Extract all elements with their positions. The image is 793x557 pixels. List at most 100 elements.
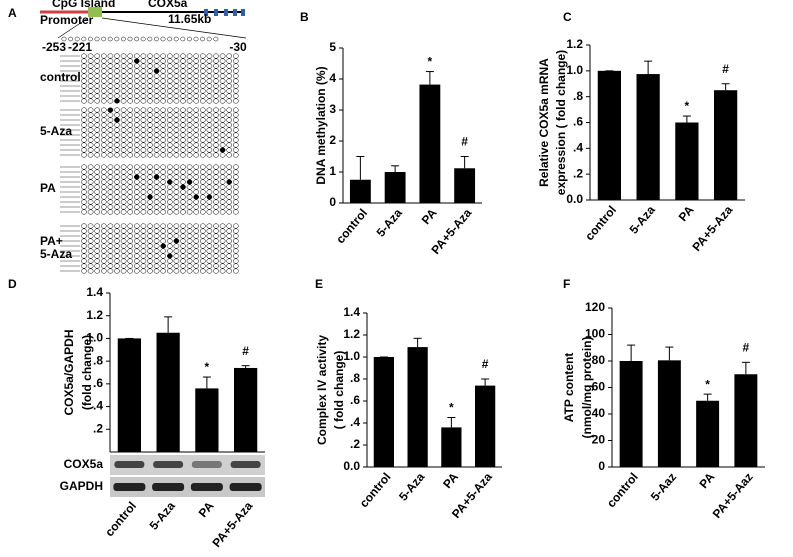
cpg-site	[226, 174, 233, 180]
cpg-site	[199, 248, 206, 254]
cpg-site	[167, 36, 173, 42]
cpg-site	[173, 268, 180, 274]
cpg-site	[213, 98, 219, 104]
cpg-site	[226, 152, 233, 158]
cpg-site	[107, 189, 114, 195]
cpg-site	[206, 253, 213, 259]
blot	[110, 477, 265, 497]
cpg-site	[120, 83, 127, 89]
cpg-site	[133, 189, 140, 195]
cpg-site	[199, 93, 206, 99]
cpg-site	[166, 88, 173, 94]
cpg-site	[120, 142, 127, 148]
cpg-site	[166, 93, 173, 99]
cpg-site	[100, 164, 107, 170]
cpg-site	[114, 204, 120, 210]
cpg-site	[87, 36, 93, 42]
cpg-site	[81, 137, 87, 143]
cpg-site	[153, 117, 160, 123]
cpg-site	[160, 53, 167, 59]
cpg-site	[226, 204, 233, 210]
cpg-site	[68, 36, 74, 42]
cpg-site	[166, 147, 173, 153]
cpg-site	[134, 36, 140, 42]
cpg-site	[173, 223, 180, 229]
bar	[675, 122, 699, 200]
cpg-site	[81, 117, 87, 123]
bar	[349, 179, 371, 203]
bar	[195, 388, 219, 452]
cpg-site	[173, 152, 180, 158]
cpg-site	[206, 93, 213, 99]
cpg-site	[199, 73, 206, 79]
cpg-site	[219, 258, 226, 264]
cpg-site	[87, 98, 94, 104]
cpg-site	[87, 179, 94, 185]
y-tick-label: 1.4	[86, 285, 103, 299]
cpg-site	[213, 199, 219, 205]
cpg-site	[166, 137, 173, 143]
cpg-site	[140, 107, 147, 113]
cpg-site	[81, 268, 87, 274]
cpg-site	[100, 169, 107, 175]
cpg-site	[94, 253, 101, 259]
cpg-site	[173, 127, 180, 133]
cpg-site	[180, 179, 186, 185]
cpg-site	[127, 122, 134, 128]
cpg-site	[107, 107, 114, 113]
cpg-site	[114, 93, 120, 99]
cpg-site	[232, 93, 239, 99]
cpg-site	[133, 53, 140, 59]
cpg-site	[232, 258, 239, 264]
y-tick-label: .4	[573, 141, 583, 155]
cpg-site	[147, 83, 153, 89]
cpg-site	[206, 78, 213, 84]
cpg-site	[193, 194, 200, 200]
cpg-site	[81, 152, 87, 158]
cpg-site	[120, 238, 127, 244]
cpg-site	[81, 184, 87, 190]
cpg-site	[180, 268, 186, 274]
cpg-site	[206, 147, 213, 153]
cpg-site	[133, 199, 140, 205]
cpg-site	[114, 132, 120, 138]
cpg-site	[226, 98, 233, 104]
cpg-site	[107, 127, 114, 133]
cpg-site	[160, 268, 167, 274]
cpg-site	[153, 248, 160, 254]
cpg-site	[107, 253, 114, 259]
group-label: 5-Aza	[40, 124, 72, 138]
cpg-site	[193, 63, 200, 69]
cpg-site	[133, 142, 140, 148]
cpg-site	[87, 88, 94, 94]
cpg-site	[180, 137, 186, 143]
exon	[241, 9, 245, 16]
error-bar	[703, 393, 712, 401]
cpg-site	[186, 73, 193, 79]
error-bar	[413, 337, 422, 348]
cpg-site	[107, 174, 114, 180]
cpg-site	[186, 243, 193, 249]
cpg-site	[94, 184, 101, 190]
cpg-site	[160, 184, 167, 190]
cpg-site	[173, 209, 180, 215]
cpg-site	[173, 112, 180, 118]
cpg-site	[100, 228, 107, 234]
cpg-site	[226, 107, 233, 113]
panel-letter: D	[8, 277, 17, 291]
cpg-site	[160, 194, 167, 200]
cpg-site	[94, 127, 101, 133]
cpg-site	[127, 36, 133, 42]
cpg-site	[120, 88, 127, 94]
cpg-site	[127, 179, 134, 185]
cpg-site	[199, 107, 206, 113]
cpg-site	[193, 68, 200, 74]
cpg-site	[114, 78, 120, 84]
cpg-site	[166, 63, 173, 69]
cpg-site	[186, 263, 193, 269]
y-tick-label: 120	[585, 300, 605, 314]
cpg-site	[213, 174, 219, 180]
cpg-site	[100, 204, 107, 210]
cpg-site	[153, 127, 160, 133]
cpg-site	[166, 169, 173, 175]
